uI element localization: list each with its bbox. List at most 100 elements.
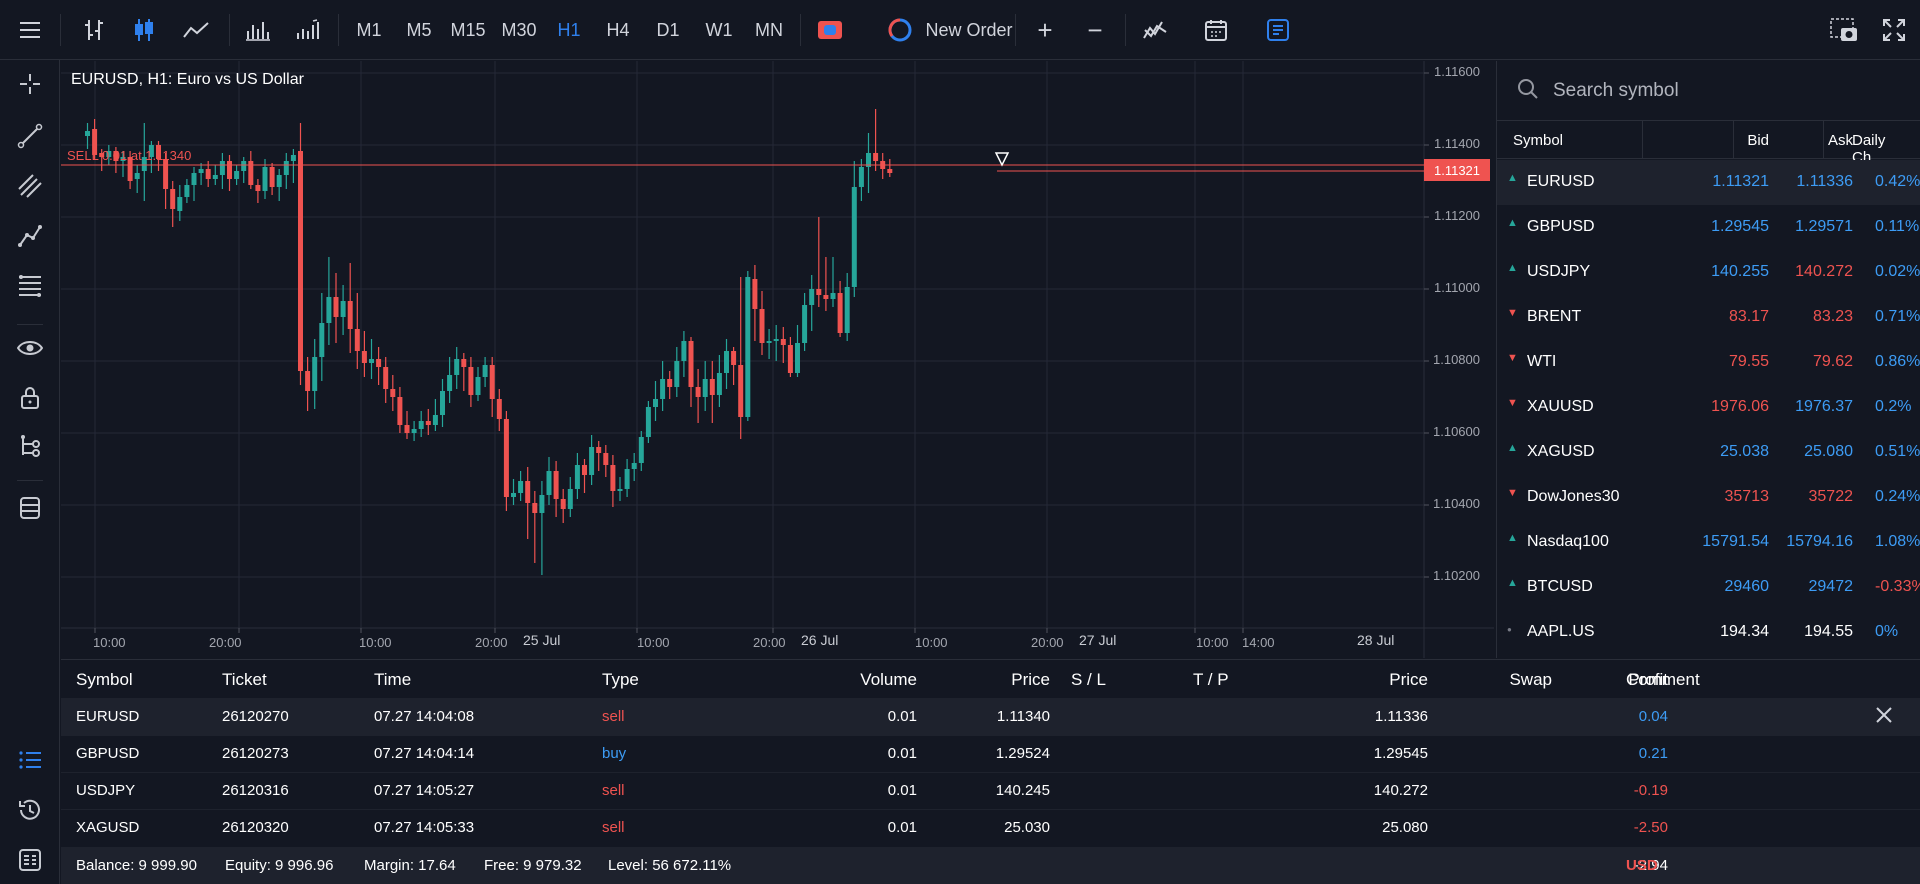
one-click-trading-icon[interactable] [814,0,846,60]
search-symbol-input[interactable] [1553,79,1853,102]
market-watch-row[interactable]: ▲ BTCUSD 29460 29472 -0.33% [1497,565,1920,610]
close-position-icon[interactable] [1873,704,1895,730]
daily-change: 0% [1875,623,1899,640]
candlestick-chart-icon[interactable] [126,0,162,60]
timeframe-h1[interactable]: H1 [557,19,581,40]
position-row[interactable]: USDJPY 26120316 07.27 14:05:27 sell 0.01 140.… [61,772,1920,809]
object-tree-icon[interactable] [0,424,60,468]
calendar-icon[interactable] [1198,0,1234,60]
col-ticket[interactable]: Ticket [222,670,267,689]
column-symbol[interactable]: Symbol [1513,132,1564,149]
col-current-price[interactable]: Price [1389,670,1428,689]
positions-list-icon[interactable] [0,738,60,782]
col-type[interactable]: Type [602,670,639,689]
journal-icon[interactable] [0,838,60,882]
position-ticket: 26120320 [222,819,289,836]
candle-bullish [645,407,651,437]
position-row[interactable]: GBPUSD 26120273 07.27 14:04:14 buy 0.01 1.295… [61,735,1920,772]
col-symbol[interactable]: Symbol [76,670,133,689]
history-icon[interactable] [0,788,60,832]
volume-icon[interactable] [240,0,276,60]
candle-bullish [589,447,595,475]
eye-icon[interactable] [0,326,60,370]
market-watch-row[interactable]: ▲ XAGUSD 25.038 25.080 0.51% [1497,430,1920,475]
symbol-name: GBPUSD [1527,218,1595,235]
column-ask[interactable]: Ask [1827,132,1853,149]
bar-chart-icon[interactable] [76,0,112,60]
candle-bullish [141,157,147,171]
tick-volume-icon[interactable] [290,0,326,60]
col-price[interactable]: Price [1011,670,1050,689]
indicators-icon[interactable] [1138,0,1174,60]
candle-bullish [724,351,729,373]
daily-change: -0.33% [1875,578,1920,595]
col-swap[interactable]: Swap [1509,670,1552,689]
col-sl[interactable]: S / L [1071,670,1106,689]
market-watch-row[interactable]: ● AAPL.US 194.34 194.55 0% [1497,610,1920,655]
timeframe-m15[interactable]: M15 [450,19,486,40]
timeframe-m1[interactable]: M1 [356,19,382,40]
market-watch-row[interactable]: ▲ Nasdaq100 15791.54 15794.16 1.08% [1497,520,1920,565]
timeframe-m5[interactable]: M5 [406,19,432,40]
candle-bullish [369,359,374,363]
candle-bearish [163,159,169,189]
timeframe-h4[interactable]: H4 [606,19,630,40]
timeframe-w1[interactable]: W1 [705,19,733,40]
screenshot-icon[interactable] [1826,0,1862,60]
candle-bullish [276,175,282,187]
line-chart-icon[interactable] [176,0,216,60]
col-profit[interactable]: Profit [1628,670,1668,689]
lock-icon[interactable] [0,376,60,420]
timeframe-mn[interactable]: MN [755,19,783,40]
candle-bearish [461,359,467,367]
channel-icon[interactable] [0,164,60,208]
market-watch-toggle-icon[interactable] [1260,0,1296,60]
market-watch-row[interactable]: ▼ XAUUSD 1976.06 1976.37 0.2% [1497,385,1920,430]
market-watch-row[interactable]: ▲ USDJPY 140.255 140.272 0.02% [1497,250,1920,295]
candle-bearish [787,345,793,373]
trend-line-icon[interactable] [0,114,60,158]
menu-icon[interactable] [10,0,50,60]
candle-bearish [709,379,715,395]
daily-change: 0.2% [1875,398,1912,415]
candle-bearish [397,397,403,425]
position-row[interactable]: XAGUSD 26120320 07.27 14:05:33 sell 0.01 25.0… [61,809,1920,846]
price-chart[interactable]: EURUSD, H1: Euro vs US Dollar SELL 0.01 … [61,61,1494,658]
zoom-in-button[interactable]: + [1037,14,1053,45]
fullscreen-icon[interactable] [1876,0,1912,60]
candle-bullish [511,493,516,497]
market-watch-row[interactable]: ▼ BRENT 83.17 83.23 0.71% [1497,295,1920,340]
col-time[interactable]: Time [374,670,412,689]
templates-icon[interactable] [0,486,60,530]
candle-bullish [148,145,154,157]
market-watch-row[interactable]: ▼ DowJones30 35713 35722 0.24% [1497,475,1920,520]
new-order-button[interactable]: New Order [868,0,1032,60]
crosshair-icon[interactable] [0,62,60,106]
col-tp[interactable]: T / P [1193,670,1229,689]
timeframe-m30[interactable]: M30 [501,19,537,40]
candle-bearish [255,185,261,191]
position-current-price: 140.272 [1373,782,1428,799]
search-icon [1517,78,1539,104]
price-axis-label: 1.11000 [1433,280,1480,295]
market-watch-row[interactable]: ▲ EURUSD 1.11321 1.11336 0.42% [1497,160,1920,205]
position-row[interactable]: EURUSD 26120270 07.27 14:04:08 sell 0.01 1.11… [61,698,1920,735]
candle-bearish [361,351,367,363]
column-bid[interactable]: Bid [1747,132,1769,149]
dot-icon: ● [1507,625,1512,634]
price-axis-label: 1.11600 [1433,64,1480,79]
position-volume: 0.01 [887,745,917,762]
position-symbol: USDJPY [76,782,136,799]
market-watch-row[interactable]: ▼ WTI 79.55 79.62 0.86% [1497,340,1920,385]
time-axis-label: 10:00 [93,635,126,650]
col-volume[interactable]: Volume [860,670,917,689]
candle-bullish [617,489,623,491]
zoom-out-button[interactable]: − [1087,14,1103,45]
col-comment[interactable]: Comment [1626,670,1700,689]
symbol-name: BRENT [1527,308,1582,325]
timeframe-d1[interactable]: D1 [656,19,680,40]
fibonacci-icon[interactable] [0,264,60,308]
market-watch-row[interactable]: ▲ GBPUSD 1.29545 1.29571 0.11% [1497,205,1920,250]
candle-bearish [887,169,893,173]
polyline-icon[interactable] [0,214,60,258]
